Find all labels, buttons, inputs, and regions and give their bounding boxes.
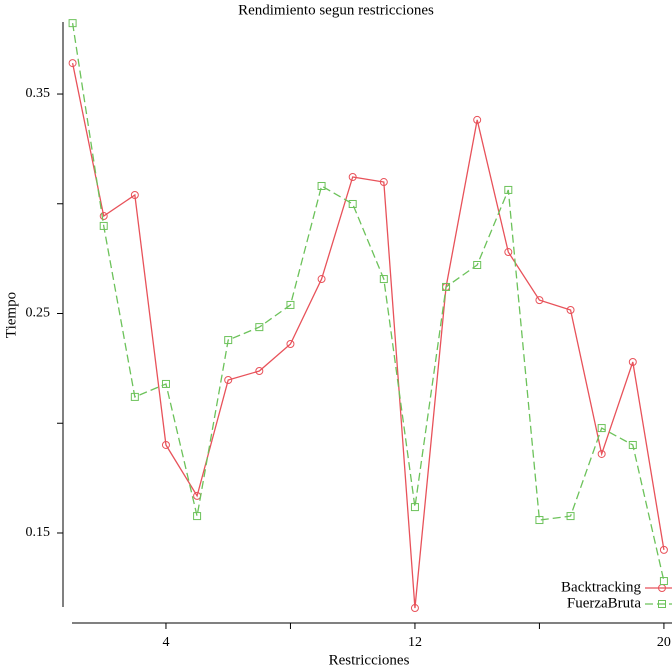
point: [379, 275, 388, 284]
y-axis-label: Tiempo: [3, 292, 19, 338]
point: [286, 300, 295, 309]
legend-label: Backtracking: [561, 579, 641, 595]
point: [659, 545, 668, 554]
series-line: [71, 23, 665, 582]
point: [130, 190, 139, 199]
point: [224, 336, 233, 345]
point: [68, 19, 77, 28]
point: [255, 367, 264, 376]
point: [99, 212, 108, 221]
point: [317, 275, 326, 284]
point: [348, 199, 357, 208]
y-tick-label: 0.15: [26, 525, 51, 540]
point: [659, 577, 668, 586]
x-tick-label: 20: [657, 635, 671, 650]
legend-marker: [658, 600, 666, 608]
point: [317, 181, 326, 190]
point: [473, 115, 482, 124]
point: [99, 221, 108, 230]
point: [130, 392, 139, 401]
point: [224, 376, 233, 385]
x-axis-label: Restricciones: [329, 652, 410, 668]
point: [628, 440, 637, 449]
point: [566, 305, 575, 314]
point: [410, 604, 419, 613]
legend-label: FuerzaBruta: [567, 595, 641, 611]
point: [286, 340, 295, 349]
point: [410, 503, 419, 512]
point: [535, 296, 544, 305]
point: [597, 449, 606, 458]
point: [504, 248, 513, 257]
point: [597, 424, 606, 433]
series-line: [71, 62, 665, 609]
point: [68, 59, 77, 68]
point: [442, 282, 451, 291]
point: [535, 516, 544, 525]
point: [473, 261, 482, 270]
point: [348, 172, 357, 181]
point: [379, 178, 388, 187]
point: [193, 512, 202, 521]
point: [628, 358, 637, 367]
x-tick-label: 4: [162, 635, 169, 650]
x-tick-label: 12: [408, 635, 422, 650]
y-tick-label: 0.35: [26, 86, 51, 101]
point: [161, 379, 170, 388]
y-tick-label: 0.25: [26, 306, 51, 321]
point: [161, 440, 170, 449]
chart-title: Rendimiento segun restricciones: [238, 2, 434, 18]
point: [255, 323, 264, 332]
point: [504, 185, 513, 194]
point: [566, 512, 575, 521]
